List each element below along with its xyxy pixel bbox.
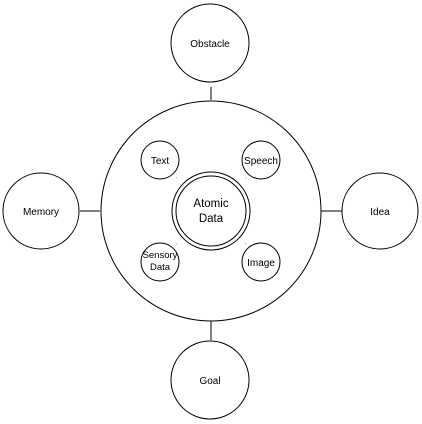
connection-dot [245, 243, 247, 245]
node-sensory-data: Sensory Data [140, 242, 180, 282]
node-text-circle [140, 140, 180, 180]
connection-dot [176, 177, 178, 179]
connection-dot [245, 177, 247, 179]
node-image-label: Image [247, 258, 275, 269]
node-obstacle-circle [170, 3, 250, 83]
node-sensory-data-label-line2: Data [150, 262, 171, 273]
node-goal-label: Goal [199, 376, 220, 387]
node-idea: Idea [341, 172, 419, 250]
node-speech-circle [241, 140, 281, 180]
node-idea-circle [341, 172, 419, 250]
center-inner-ring [175, 175, 247, 247]
node-memory-circle [2, 172, 80, 250]
node-image: Image [241, 242, 281, 282]
node-text: Text [140, 140, 180, 180]
node-goal-circle [170, 340, 250, 420]
node-image-circle [241, 242, 281, 282]
node-sensory-data-circle [140, 242, 180, 282]
node-memory-label: Memory [23, 207, 59, 218]
node-atomic-data: Atomic Data [171, 171, 251, 251]
node-obstacle: Obstacle [170, 3, 250, 83]
node-memory: Memory [2, 172, 80, 250]
node-idea-label: Idea [370, 207, 390, 218]
node-goal: Goal [170, 340, 250, 420]
node-text-label: Text [151, 156, 170, 167]
center-label-line1: Atomic [193, 198, 228, 210]
node-speech: Speech [241, 140, 281, 180]
node-obstacle-label: Obstacle [190, 39, 230, 50]
node-sensory-data-label-line1: Sensory [143, 250, 178, 261]
connection-dot [176, 243, 178, 245]
center-label-line2: Data [199, 213, 224, 225]
node-speech-label: Speech [244, 156, 278, 167]
